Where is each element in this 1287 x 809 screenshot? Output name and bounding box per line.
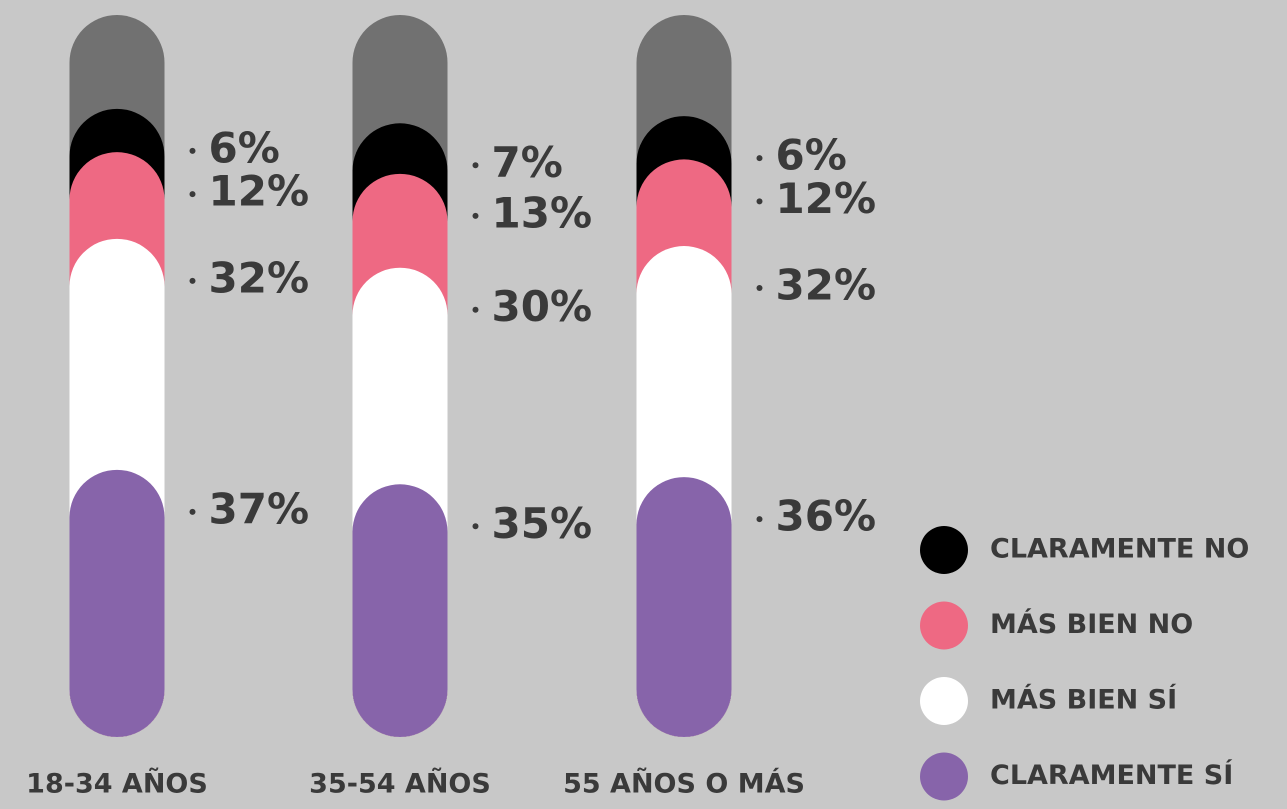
label-dot bbox=[756, 155, 763, 162]
value-label: 12% bbox=[776, 174, 877, 223]
legend-label: MÁS BIEN NO bbox=[990, 608, 1193, 640]
x-tick-label: 18-34 AÑOS bbox=[26, 768, 208, 800]
bar-segment bbox=[69, 469, 165, 737]
legend-label: MÁS BIEN SÍ bbox=[990, 684, 1177, 716]
value-label: 12% bbox=[209, 167, 310, 216]
value-label: 6% bbox=[776, 131, 847, 180]
label-dot bbox=[756, 285, 763, 292]
legend-swatch bbox=[920, 601, 968, 650]
value-label: 36% bbox=[776, 492, 877, 541]
value-label: 37% bbox=[209, 484, 310, 533]
label-dot bbox=[189, 147, 196, 154]
legend-swatch bbox=[920, 677, 968, 725]
label-dot bbox=[472, 162, 479, 169]
legend-swatch bbox=[920, 526, 968, 574]
label-dot bbox=[189, 508, 196, 515]
x-tick-label: 55 AÑOS O MÁS bbox=[563, 768, 805, 800]
label-dot bbox=[472, 212, 479, 219]
value-label: 13% bbox=[492, 188, 593, 237]
label-dot bbox=[472, 523, 479, 530]
bar-segment bbox=[636, 477, 732, 737]
legend-label: CLARAMENTE SÍ bbox=[990, 759, 1233, 791]
value-label: 32% bbox=[776, 261, 877, 310]
value-label: 32% bbox=[209, 253, 310, 302]
value-label: 35% bbox=[492, 499, 593, 548]
x-tick-label: 35-54 AÑOS bbox=[309, 768, 491, 800]
value-label: 6% bbox=[209, 123, 280, 172]
legend-label: CLARAMENTE NO bbox=[990, 534, 1249, 565]
label-dot bbox=[189, 277, 196, 284]
legend-swatch bbox=[920, 752, 968, 801]
value-label: 30% bbox=[492, 282, 593, 331]
label-dot bbox=[756, 198, 763, 205]
label-dot bbox=[756, 516, 763, 523]
bar-segment bbox=[352, 484, 448, 737]
label-dot bbox=[472, 306, 479, 313]
label-dot bbox=[189, 191, 196, 198]
value-label: 7% bbox=[492, 138, 563, 187]
